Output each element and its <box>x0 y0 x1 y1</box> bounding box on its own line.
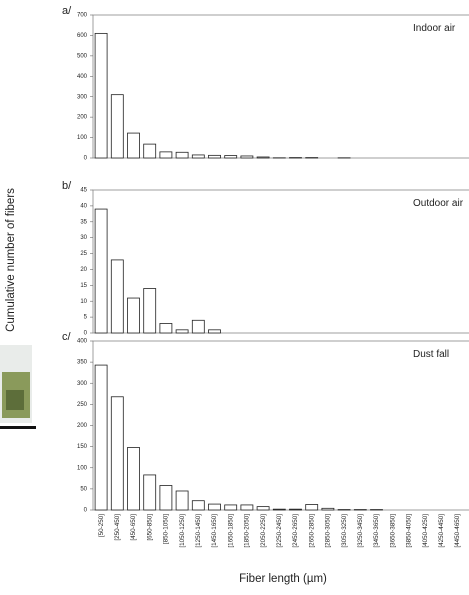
x-tick-label: [1450-1650] <box>211 514 218 548</box>
bar <box>159 151 173 159</box>
bar <box>272 508 286 511</box>
annotation: Dust fall <box>413 349 449 360</box>
y-tick-label: 35 <box>80 219 87 225</box>
x-tick-label: [250-450] <box>114 514 121 541</box>
bar <box>159 323 173 334</box>
bar <box>256 156 270 159</box>
thumbnail <box>0 345 36 429</box>
x-tick-label: [2250-2450] <box>276 514 283 548</box>
x-tick-label: [2850-3050] <box>325 514 332 548</box>
bar <box>191 154 205 159</box>
bar <box>143 474 157 511</box>
panel-label: a/ <box>62 5 72 17</box>
x-tick-label: [450-650] <box>130 514 137 541</box>
bar <box>224 504 238 511</box>
x-tick-label: [4050-4250] <box>422 514 429 548</box>
bar <box>143 143 157 159</box>
bar <box>159 485 173 511</box>
bar <box>143 288 157 334</box>
bar <box>127 297 140 334</box>
bar <box>208 329 221 334</box>
x-tick-label: [1850-2050] <box>244 514 251 548</box>
panel-label: c/ <box>62 331 72 343</box>
x-tick-label: [3850-4050] <box>406 514 413 548</box>
x-tick-label: [850-1050] <box>163 514 170 544</box>
x-tick-label: [3050-3250] <box>341 514 348 548</box>
bar <box>110 396 124 511</box>
y-tick-label: 250 <box>77 402 88 408</box>
bar <box>110 259 124 334</box>
x-tick-label: [50-250] <box>98 514 105 537</box>
y-tick-label: 500 <box>77 53 88 59</box>
bar <box>256 506 270 511</box>
bar <box>191 319 205 334</box>
y-tick-label: 20 <box>80 267 87 273</box>
bar <box>321 507 335 511</box>
panel-label: b/ <box>62 180 72 192</box>
y-tick-label: 5 <box>84 315 88 321</box>
annotation: Outdoor air <box>413 198 464 209</box>
bar <box>208 503 221 511</box>
y-tick-label: 100 <box>77 465 88 471</box>
annotation: Indoor air <box>413 23 456 34</box>
y-tick-label: 0 <box>84 508 88 514</box>
bar <box>175 490 189 511</box>
y-tick-label: 150 <box>77 444 88 450</box>
x-tick-label: [3650-3850] <box>389 514 396 548</box>
y-tick-label: 100 <box>77 135 88 141</box>
y-axis-label: Cumulative number of fibers <box>5 188 17 332</box>
bar <box>94 208 108 334</box>
y-tick-label: 0 <box>84 156 88 162</box>
bar <box>94 364 108 511</box>
bar <box>94 32 108 159</box>
bar <box>289 508 302 511</box>
x-tick-label: [4450-4650] <box>454 514 461 548</box>
plot-frame <box>92 189 469 334</box>
bar <box>127 447 140 511</box>
y-tick-label: 700 <box>77 13 88 19</box>
bar <box>127 132 140 159</box>
y-tick-label: 15 <box>80 283 87 289</box>
x-tick-label: [3450-3650] <box>373 514 380 548</box>
x-tick-label: [650-850] <box>146 514 153 541</box>
bar <box>110 94 124 159</box>
x-tick-label: [2450-2650] <box>292 514 299 548</box>
bar <box>175 151 189 159</box>
y-tick-label: 400 <box>77 74 88 80</box>
x-tick-label: [1650-1850] <box>227 514 234 548</box>
y-tick-label: 300 <box>77 381 88 387</box>
y-tick-label: 400 <box>77 339 88 345</box>
x-tick-label: [2650-2850] <box>308 514 315 548</box>
bar <box>240 504 254 511</box>
x-tick-label: [2050-2250] <box>260 514 267 548</box>
x-axis-label: Fiber length (µm) <box>239 573 327 585</box>
y-tick-label: 0 <box>84 331 88 337</box>
bar <box>208 154 221 159</box>
bar <box>224 155 238 159</box>
y-tick-label: 10 <box>80 299 87 305</box>
x-tick-label: [1050-1250] <box>179 514 186 548</box>
x-tick-label: [4250-4450] <box>438 514 445 548</box>
y-tick-label: 300 <box>77 94 88 100</box>
y-tick-label: 200 <box>77 423 88 429</box>
y-tick-label: 50 <box>80 486 87 492</box>
x-tick-label: [3250-3450] <box>357 514 364 548</box>
y-tick-label: 40 <box>80 203 87 209</box>
bar <box>240 155 254 159</box>
y-tick-label: 25 <box>80 251 87 257</box>
y-tick-label: 200 <box>77 115 88 121</box>
y-tick-label: 45 <box>80 188 87 194</box>
y-tick-label: 30 <box>80 235 87 241</box>
y-tick-label: 600 <box>77 33 88 39</box>
bar <box>191 500 205 511</box>
bar <box>175 329 189 334</box>
plot-frame <box>92 14 469 159</box>
bar <box>305 504 319 511</box>
x-tick-label: [1250-1450] <box>195 514 202 548</box>
y-tick-label: 350 <box>77 360 88 366</box>
